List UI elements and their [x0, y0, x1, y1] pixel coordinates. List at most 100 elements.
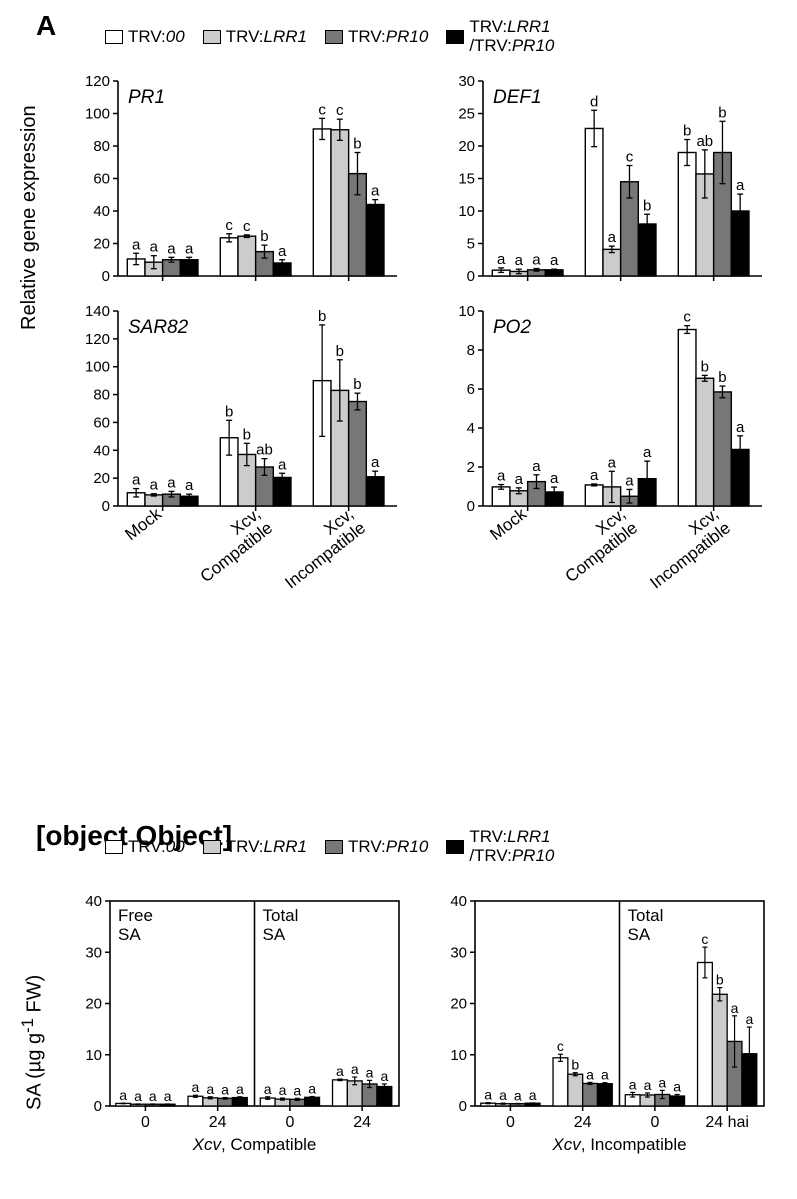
- chart-grid-a: 020406080100120PR1aaaaccbaccba0510152025…: [70, 75, 770, 615]
- svg-text:c: c: [336, 102, 344, 119]
- svg-text:a: a: [119, 1087, 127, 1103]
- svg-text:a: a: [371, 183, 380, 200]
- bar-chart: 0246810PO2aaaaMockaaaaXcv,Compatiblecbba…: [435, 305, 770, 615]
- svg-text:24: 24: [209, 1114, 227, 1131]
- svg-text:30: 30: [85, 944, 102, 961]
- svg-text:40: 40: [450, 895, 467, 910]
- svg-text:a: a: [132, 236, 141, 253]
- svg-text:a: a: [206, 1081, 214, 1097]
- svg-text:0: 0: [459, 1098, 467, 1115]
- svg-text:a: a: [308, 1081, 316, 1097]
- svg-text:a: a: [529, 1087, 537, 1103]
- svg-text:20: 20: [450, 996, 467, 1013]
- svg-text:c: c: [626, 149, 634, 166]
- svg-text:30: 30: [450, 944, 467, 961]
- svg-text:a: a: [736, 177, 745, 194]
- svg-text:a: a: [264, 1081, 272, 1097]
- svg-text:0: 0: [506, 1114, 515, 1131]
- svg-text:b: b: [353, 136, 361, 153]
- svg-text:SA: SA: [628, 925, 651, 944]
- legend-text: TRV:00: [128, 27, 185, 47]
- legend-text: TRV:00: [128, 837, 185, 857]
- svg-text:a: a: [149, 1088, 157, 1104]
- svg-text:5: 5: [467, 236, 475, 253]
- svg-text:20: 20: [458, 138, 475, 155]
- legend-text: TRV:LRR1 /TRV:PR10: [469, 828, 554, 865]
- svg-text:a: a: [532, 458, 541, 475]
- svg-text:10: 10: [458, 203, 475, 220]
- svg-text:PO2: PO2: [493, 317, 531, 338]
- svg-text:c: c: [225, 217, 233, 234]
- svg-text:10: 10: [458, 305, 475, 320]
- svg-text:80: 80: [93, 387, 110, 404]
- svg-text:0: 0: [102, 498, 110, 515]
- svg-text:15: 15: [458, 171, 475, 188]
- svg-text:60: 60: [93, 171, 110, 188]
- svg-text:40: 40: [93, 203, 110, 220]
- svg-text:a: a: [150, 239, 159, 256]
- svg-text:a: a: [336, 1063, 344, 1079]
- svg-text:a: a: [150, 477, 159, 494]
- svg-text:0: 0: [285, 1114, 294, 1131]
- svg-text:0: 0: [102, 268, 110, 285]
- svg-text:SA: SA: [263, 925, 286, 944]
- svg-text:b: b: [225, 403, 233, 420]
- legend-item: TRV:LRR1: [203, 18, 307, 55]
- svg-text:a: a: [644, 1077, 652, 1093]
- svg-text:0: 0: [467, 268, 475, 285]
- svg-text:c: c: [557, 1038, 564, 1054]
- legend-item: TRV:00: [105, 828, 185, 865]
- svg-text:a: a: [629, 1076, 637, 1092]
- legend-item: TRV:LRR1 /TRV:PR10: [446, 828, 554, 865]
- bar-chart-b: 010203040aaaa0cbaa24TotalSAaaaa0cbaa24 h…: [435, 895, 770, 1175]
- svg-text:a: a: [167, 474, 176, 491]
- svg-text:a: a: [132, 472, 141, 489]
- legend-item: TRV:LRR1: [203, 828, 307, 865]
- svg-text:b: b: [318, 308, 326, 325]
- svg-text:120: 120: [85, 75, 110, 90]
- svg-text:a: a: [745, 1011, 753, 1027]
- svg-text:40: 40: [85, 895, 102, 910]
- chart-grid-b: 010203040FreeSAaaaa0aaaa24TotalSAaaaa0aa…: [70, 895, 770, 1175]
- svg-text:24: 24: [353, 1114, 371, 1131]
- svg-text:b: b: [716, 972, 724, 988]
- legend-swatch: [446, 840, 464, 854]
- bar-chart: 020406080100120PR1aaaaccbaccba: [70, 75, 405, 305]
- svg-text:a: a: [351, 1061, 359, 1077]
- svg-text:a: a: [625, 472, 634, 489]
- svg-text:a: a: [532, 252, 541, 269]
- svg-text:a: a: [515, 471, 524, 488]
- svg-text:2: 2: [467, 459, 475, 476]
- svg-text:a: a: [608, 229, 617, 246]
- legend-swatch: [203, 840, 221, 854]
- svg-text:a: a: [279, 1082, 287, 1098]
- legend-item: TRV:PR10: [325, 828, 428, 865]
- legend-swatch: [203, 30, 221, 44]
- svg-text:a: a: [515, 252, 524, 269]
- legend-text: TRV:LRR1: [226, 27, 307, 47]
- svg-text:b: b: [718, 369, 726, 386]
- svg-text:6: 6: [467, 381, 475, 398]
- svg-text:b: b: [571, 1057, 579, 1073]
- svg-text:60: 60: [93, 414, 110, 431]
- svg-text:c: c: [243, 218, 251, 235]
- legend-item: TRV:LRR1 /TRV:PR10: [446, 18, 554, 55]
- svg-text:a: a: [293, 1082, 301, 1098]
- svg-text:Free: Free: [118, 906, 153, 925]
- legend-item: TRV:00: [105, 18, 185, 55]
- legend-text: TRV:PR10: [348, 27, 428, 47]
- legend-text: TRV:LRR1: [226, 837, 307, 857]
- svg-text:d: d: [590, 93, 598, 110]
- svg-text:a: a: [497, 251, 506, 268]
- svg-text:SA: SA: [118, 925, 141, 944]
- svg-text:20: 20: [93, 470, 110, 487]
- svg-text:a: a: [499, 1087, 507, 1103]
- svg-text:20: 20: [85, 996, 102, 1013]
- svg-text:0: 0: [650, 1114, 659, 1131]
- y-axis-label-a: Relative gene expression: [18, 105, 41, 330]
- svg-text:c: c: [701, 931, 708, 947]
- svg-text:30: 30: [458, 75, 475, 90]
- svg-text:b: b: [643, 197, 651, 214]
- svg-text:ab: ab: [696, 133, 713, 150]
- svg-text:Total: Total: [263, 906, 299, 925]
